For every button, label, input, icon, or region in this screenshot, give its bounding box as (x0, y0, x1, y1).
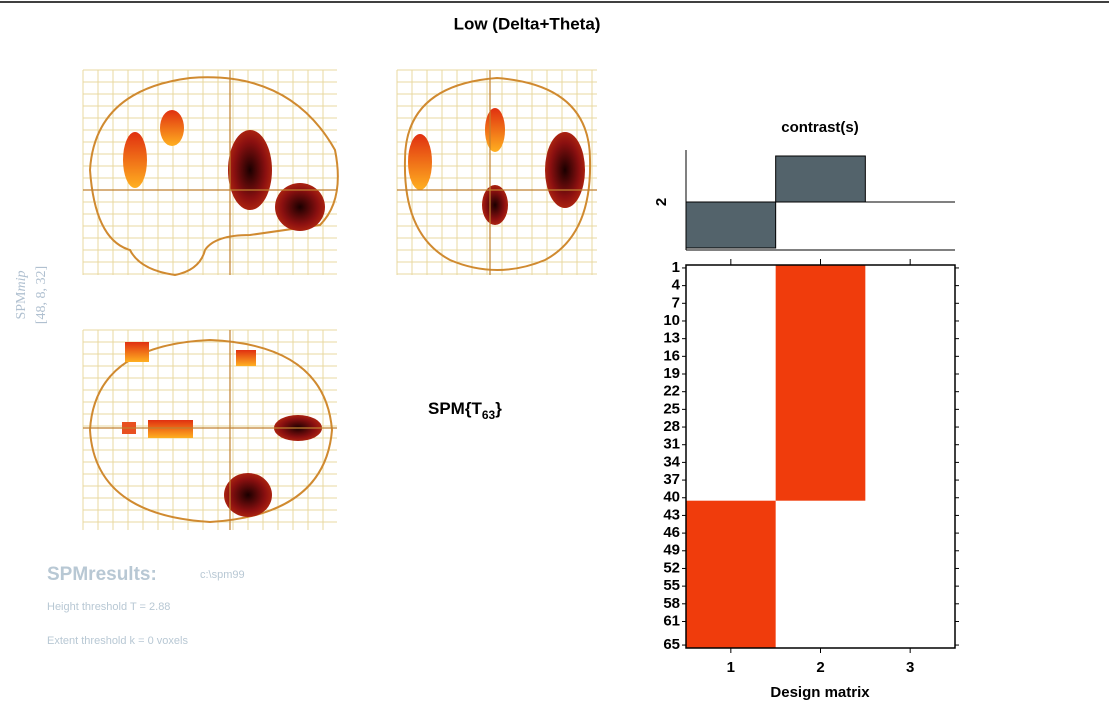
design-block (776, 265, 866, 501)
row-label: 16 (663, 347, 680, 364)
blob (545, 132, 585, 208)
results-path: c:\spm99 (200, 569, 245, 581)
row-label: 19 (663, 365, 680, 382)
row-label: 13 (663, 330, 680, 347)
row-label: 55 (663, 577, 680, 594)
statistic-label: SPM{T63} (428, 399, 502, 422)
row-label: 1 (672, 259, 680, 276)
blob (482, 185, 508, 225)
blob (236, 350, 256, 366)
blob (125, 342, 149, 362)
row-label: 34 (663, 453, 680, 470)
mip-label: SPMmip (14, 270, 29, 319)
title: Low (Delta+Theta) (454, 14, 601, 33)
row-label: 40 (663, 489, 680, 506)
row-label: 7 (672, 294, 680, 311)
row-label: 4 (672, 277, 681, 294)
contrast-bar (686, 202, 776, 248)
column-label: 1 (727, 659, 735, 676)
row-label: 37 (663, 471, 680, 488)
blob (123, 132, 147, 188)
blob (148, 420, 193, 438)
row-label: 65 (663, 636, 680, 653)
glass-brains (83, 70, 597, 530)
row-label: 25 (663, 400, 680, 417)
blob (224, 473, 272, 517)
contrast-bar (776, 156, 866, 202)
row-label: 43 (663, 506, 680, 523)
contrast-title: contrast(s) (781, 119, 859, 136)
extent-threshold: Extent threshold k = 0 voxels (47, 635, 188, 647)
row-label: 52 (663, 559, 680, 576)
row-label: 31 (663, 436, 680, 453)
row-label: 22 (663, 383, 680, 400)
column-label: 2 (816, 659, 824, 676)
contrast-label: 2 (653, 198, 670, 206)
column-label: 3 (906, 659, 914, 676)
row-label: 10 (663, 312, 680, 329)
blob (485, 108, 505, 152)
blob (408, 134, 432, 190)
mip-coords: [48, 8, 32] (34, 266, 49, 324)
design-block (686, 501, 776, 648)
row-label: 49 (663, 542, 680, 559)
height-threshold: Height threshold T = 2.88 (47, 601, 170, 613)
blob (228, 130, 272, 210)
results-title: SPMresults: (47, 564, 157, 585)
row-label: 28 (663, 418, 680, 435)
row-label: 58 (663, 595, 680, 612)
design-xlabel: Design matrix (770, 684, 870, 701)
spm-results-page: Low (Delta+Theta) SPMmip [48, 8, 32] SPM… (0, 0, 1109, 709)
row-label: 61 (663, 612, 680, 629)
row-label: 46 (663, 524, 680, 541)
blob (160, 110, 184, 146)
